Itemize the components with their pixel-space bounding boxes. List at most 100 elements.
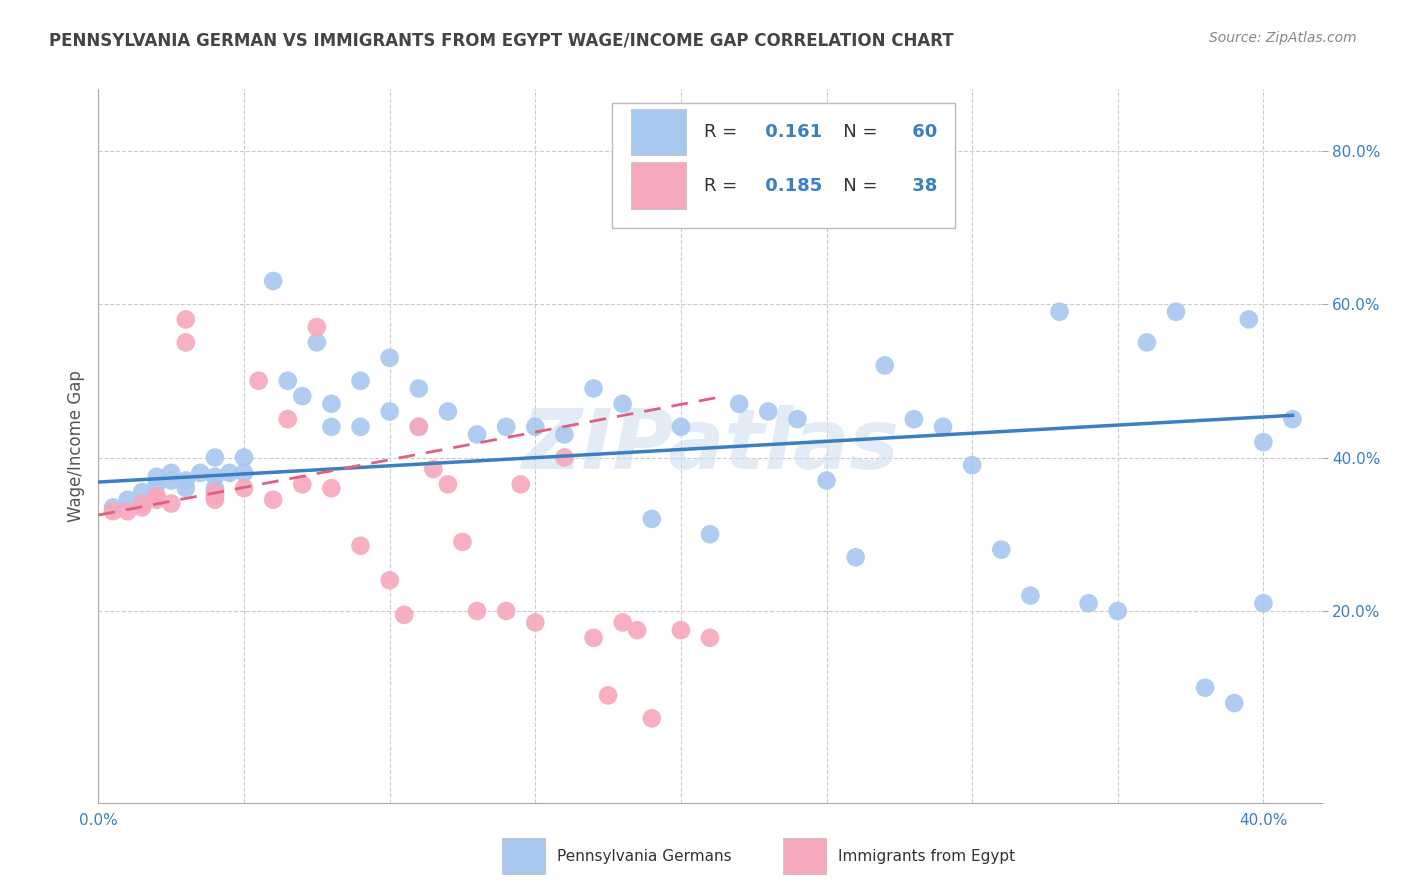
- Point: [612, 397, 634, 411]
- Point: [756, 404, 779, 418]
- Point: [204, 489, 226, 503]
- Point: [145, 477, 167, 491]
- Point: [204, 481, 226, 495]
- Point: [553, 427, 575, 442]
- Text: R =: R =: [704, 177, 742, 194]
- Point: [117, 492, 139, 507]
- Point: [437, 477, 460, 491]
- Point: [845, 550, 868, 565]
- Point: [131, 485, 153, 500]
- Point: [786, 412, 808, 426]
- Point: [1281, 412, 1303, 426]
- Point: [422, 462, 444, 476]
- Point: [204, 492, 226, 507]
- Point: [612, 615, 634, 630]
- Text: 60: 60: [905, 123, 936, 141]
- Point: [408, 419, 430, 434]
- FancyBboxPatch shape: [783, 838, 827, 874]
- Point: [233, 450, 256, 465]
- Point: [131, 500, 153, 515]
- Point: [408, 381, 430, 395]
- Point: [669, 623, 692, 637]
- Point: [1077, 596, 1099, 610]
- Point: [815, 474, 838, 488]
- Point: [277, 412, 299, 426]
- Point: [582, 631, 605, 645]
- Text: 38: 38: [905, 177, 938, 194]
- Point: [101, 500, 124, 515]
- Point: [1194, 681, 1216, 695]
- Point: [305, 320, 328, 334]
- Text: Immigrants from Egypt: Immigrants from Egypt: [838, 849, 1015, 863]
- Point: [247, 374, 270, 388]
- Point: [932, 419, 955, 434]
- Point: [233, 481, 256, 495]
- Point: [204, 450, 226, 465]
- Point: [291, 389, 314, 403]
- Point: [349, 419, 371, 434]
- Point: [509, 477, 531, 491]
- Point: [131, 497, 153, 511]
- FancyBboxPatch shape: [630, 162, 686, 209]
- Point: [1237, 312, 1260, 326]
- Point: [277, 374, 299, 388]
- Point: [1019, 589, 1042, 603]
- FancyBboxPatch shape: [502, 838, 546, 874]
- Text: N =: N =: [827, 123, 883, 141]
- Point: [349, 539, 371, 553]
- Point: [321, 481, 343, 495]
- Point: [465, 604, 488, 618]
- Point: [160, 497, 183, 511]
- FancyBboxPatch shape: [612, 103, 955, 228]
- Point: [1136, 335, 1159, 350]
- Point: [378, 574, 401, 588]
- Point: [641, 512, 664, 526]
- Text: Pennsylvania Germans: Pennsylvania Germans: [557, 849, 731, 863]
- Point: [188, 466, 212, 480]
- Point: [145, 492, 167, 507]
- Point: [596, 689, 619, 703]
- Point: [495, 419, 517, 434]
- Point: [349, 374, 371, 388]
- Point: [524, 419, 547, 434]
- Point: [960, 458, 983, 473]
- Point: [451, 535, 474, 549]
- Point: [669, 419, 692, 434]
- Point: [378, 351, 401, 365]
- Point: [437, 404, 460, 418]
- Point: [218, 466, 240, 480]
- Point: [553, 450, 575, 465]
- Point: [903, 412, 925, 426]
- Point: [101, 504, 124, 518]
- Point: [291, 477, 314, 491]
- Point: [160, 474, 183, 488]
- Point: [1223, 696, 1246, 710]
- Point: [626, 623, 648, 637]
- Point: [990, 542, 1012, 557]
- Point: [1164, 304, 1187, 318]
- Text: R =: R =: [704, 123, 742, 141]
- Point: [1107, 604, 1129, 618]
- Point: [145, 469, 167, 483]
- Point: [321, 397, 343, 411]
- Point: [321, 419, 343, 434]
- FancyBboxPatch shape: [630, 109, 686, 155]
- Point: [174, 335, 197, 350]
- Point: [699, 527, 721, 541]
- Point: [1253, 596, 1275, 610]
- Point: [233, 466, 256, 480]
- Point: [495, 604, 517, 618]
- Point: [204, 469, 226, 483]
- Point: [699, 631, 721, 645]
- Point: [582, 381, 605, 395]
- Y-axis label: Wage/Income Gap: Wage/Income Gap: [66, 370, 84, 522]
- Text: ZIPatlas: ZIPatlas: [522, 406, 898, 486]
- Point: [524, 615, 547, 630]
- Point: [174, 474, 197, 488]
- Point: [873, 359, 896, 373]
- Point: [174, 481, 197, 495]
- Point: [641, 711, 664, 725]
- Point: [1253, 435, 1275, 450]
- Point: [465, 427, 488, 442]
- Point: [1049, 304, 1071, 318]
